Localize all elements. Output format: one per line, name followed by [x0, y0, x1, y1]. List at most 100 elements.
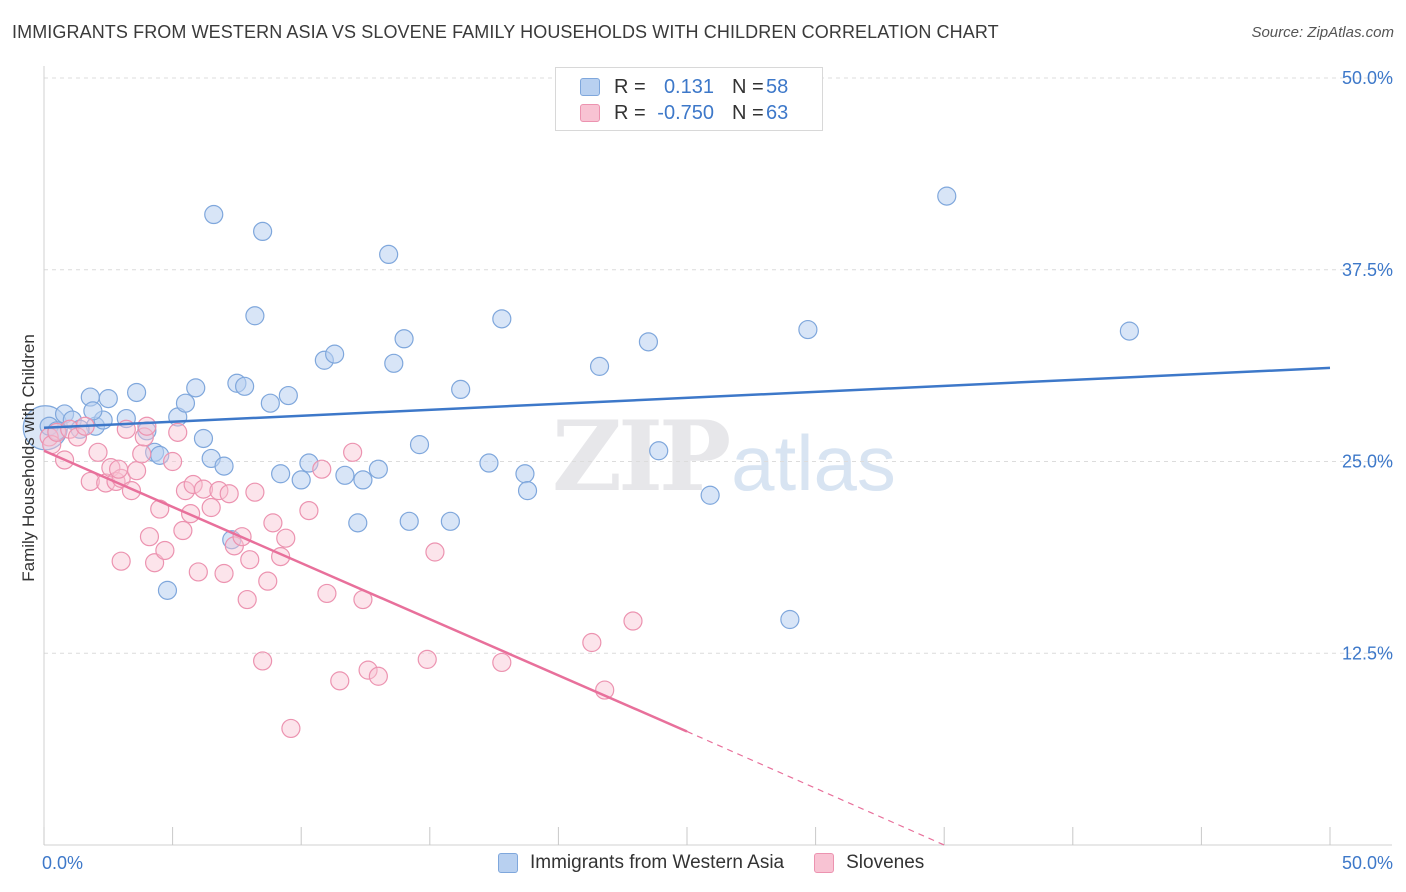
data-point-immigrants — [193, 428, 214, 449]
data-point-immigrants — [253, 221, 273, 241]
data-point-slovenes — [358, 660, 378, 680]
data-point-immigrants — [638, 332, 659, 352]
data-point-immigrants — [348, 513, 368, 533]
source-label: Source: ZipAtlas.com — [1251, 24, 1394, 41]
trend-line-slovenes — [43, 449, 688, 733]
legend-swatch-pink — [580, 104, 600, 122]
data-point-slovenes — [425, 542, 445, 562]
data-point-immigrants — [245, 306, 265, 326]
data-point-immigrants — [368, 459, 388, 479]
data-point-slovenes — [317, 583, 337, 604]
data-point-slovenes — [67, 427, 88, 447]
data-point-slovenes — [126, 461, 147, 481]
legend-swatch-blue — [580, 78, 600, 96]
legend-swatch-blue — [498, 853, 518, 873]
data-point-slovenes — [623, 611, 643, 631]
data-point-immigrants — [479, 453, 499, 473]
data-point-immigrants — [384, 353, 404, 373]
data-point-slovenes — [245, 482, 265, 502]
data-point-immigrants — [157, 580, 178, 600]
data-point-immigrants — [98, 389, 118, 409]
data-point-slovenes — [137, 416, 157, 436]
legend-r-value: -0.750 — [657, 101, 714, 124]
data-point-slovenes — [417, 649, 437, 669]
series-immigrants-points — [22, 186, 1139, 630]
legend-r-label: R = — [614, 101, 646, 124]
data-point-immigrants — [451, 379, 471, 400]
data-point-immigrants — [126, 382, 147, 403]
legend-r-label: R = — [614, 75, 646, 98]
data-point-immigrants — [325, 344, 345, 364]
data-point-immigrants — [1119, 321, 1139, 341]
data-point-slovenes — [173, 520, 193, 541]
legend-swatch-pink — [814, 853, 835, 873]
data-point-slovenes — [139, 527, 160, 547]
chart-title: IMMIGRANTS FROM WESTERN ASIA VS SLOVENE … — [12, 22, 999, 42]
data-point-slovenes — [258, 571, 278, 591]
data-point-immigrants — [291, 470, 311, 490]
data-point-immigrants — [214, 456, 234, 476]
legend-item-immigrants: Immigrants from Western Asia — [498, 852, 784, 874]
data-point-slovenes — [132, 444, 152, 464]
data-point-slovenes — [88, 442, 108, 462]
data-point-immigrants — [440, 511, 460, 531]
data-point-immigrants — [649, 441, 669, 461]
data-point-slovenes — [144, 553, 165, 573]
legend-n-label: N = — [732, 75, 764, 98]
data-point-slovenes — [155, 540, 175, 561]
data-point-immigrants — [204, 204, 224, 225]
legend-row-immigrants: R = 0.131 N = 58 — [580, 75, 788, 99]
data-point-slovenes — [312, 459, 332, 479]
legend-n-value: 58 — [766, 75, 789, 98]
data-point-immigrants — [271, 464, 291, 484]
y-tick-label: 25.0% — [1342, 452, 1393, 472]
legend-label-immigrants: Immigrants from Western Asia — [530, 852, 785, 873]
data-point-immigrants — [780, 609, 800, 630]
data-point-immigrants — [937, 186, 957, 206]
data-point-slovenes — [168, 422, 188, 442]
data-point-slovenes — [263, 513, 283, 533]
data-point-immigrants — [260, 393, 280, 413]
data-point-slovenes — [214, 563, 234, 584]
legend-r-value: 0.131 — [663, 75, 714, 98]
data-point-immigrants — [399, 511, 419, 531]
data-point-slovenes — [219, 484, 239, 504]
data-point-slovenes — [193, 479, 214, 499]
data-point-slovenes — [201, 497, 221, 518]
data-point-slovenes — [183, 474, 203, 495]
data-point-immigrants — [515, 464, 535, 484]
x-tick-label: 50.0% — [1342, 853, 1393, 873]
data-point-immigrants — [409, 435, 430, 455]
trend-line-immigrants — [43, 366, 1331, 430]
data-point-immigrants — [335, 465, 355, 485]
data-point-immigrants — [353, 470, 373, 490]
y-tick-label: 12.5% — [1342, 643, 1393, 663]
legend-label-slovenes: Slovenes — [846, 852, 925, 873]
data-point-slovenes — [237, 589, 257, 610]
legend-item-slovenes: Slovenes — [814, 852, 924, 874]
data-point-slovenes — [80, 471, 100, 492]
data-point-immigrants — [278, 385, 298, 406]
data-point-slovenes — [330, 671, 350, 691]
y-tick-label: 50.0% — [1342, 68, 1393, 88]
y-axis-label: Family Households with Children — [19, 334, 38, 582]
series-slovenes-points — [39, 416, 643, 739]
data-point-slovenes — [108, 459, 129, 479]
data-point-immigrants — [235, 376, 255, 396]
x-tick-label: 0.0% — [42, 853, 83, 873]
data-point-slovenes — [368, 666, 388, 686]
data-point-slovenes — [299, 500, 319, 521]
trend-line-slovenes-extrapolated — [686, 730, 945, 846]
series-legend: Immigrants from Western Asia Slovenes — [498, 852, 954, 874]
data-point-slovenes — [240, 550, 260, 570]
legend-row-slovenes: R = -0.750 N = 63 — [580, 101, 788, 125]
data-point-slovenes — [111, 551, 131, 571]
legend-n-label: N = — [732, 101, 764, 124]
tick-labels: 12.5% 25.0% 37.5% 50.0% 0.0% 50.0% — [42, 68, 1393, 873]
y-tick-label: 37.5% — [1342, 260, 1393, 280]
legend-n-value: 63 — [766, 101, 789, 124]
data-point-immigrants — [394, 329, 414, 349]
axes — [43, 66, 1392, 846]
data-point-immigrants — [186, 378, 206, 398]
